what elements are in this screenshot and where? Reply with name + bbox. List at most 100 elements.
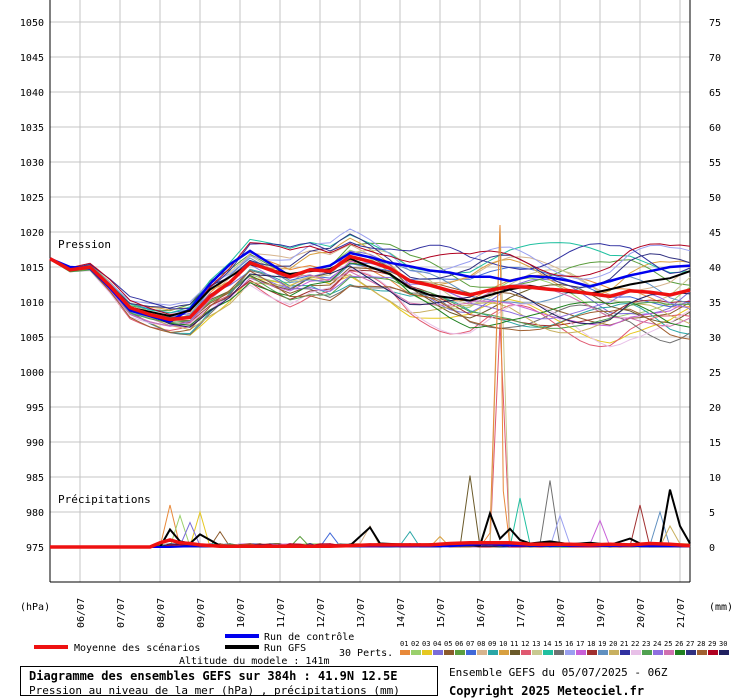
x-tick-label: 06/07: [76, 598, 87, 628]
chart-subtitle: Pression au niveau de la mer (hPa) , pré…: [29, 684, 400, 697]
pert-id-label: 15: [554, 640, 562, 648]
member-pressure-line: [49, 241, 691, 310]
pert-color-swatch: [609, 650, 619, 655]
left-tick-label: 1015: [20, 263, 44, 274]
member-precip-line: [50, 322, 691, 548]
pert-id-label: 21: [620, 640, 628, 648]
pert-color-swatch: [433, 650, 443, 655]
pert-id-label: 16: [565, 640, 573, 648]
x-tick-label: 14/07: [396, 598, 407, 628]
pert-id-label: 25: [664, 640, 672, 648]
date-axis: 06/07 07/07 08/07 09/07 10/07 11/07 12/07 13/07…: [76, 598, 687, 628]
main-series: [49, 249, 691, 549]
left-tick-label: 1035: [20, 123, 44, 134]
pert-id-label: 05: [444, 640, 452, 648]
right-tick-label: 30: [709, 333, 721, 344]
pert-id-label: 01: [400, 640, 408, 648]
left-tick-label: 1010: [20, 298, 44, 309]
pert-color-swatch: [598, 650, 608, 655]
pert-color-swatch: [686, 650, 696, 655]
member-pressure-line: [49, 258, 691, 348]
pert-id-label: 02: [411, 640, 419, 648]
pert-color-swatch: [455, 650, 465, 655]
pert-id-label: 30: [719, 640, 727, 648]
pert-color-swatch: [576, 650, 586, 655]
run-info: Ensemble GEFS du 05/07/2025 - 06Z: [449, 666, 668, 679]
pert-id-label: 19: [598, 640, 606, 648]
pert-id-label: 29: [708, 640, 716, 648]
left-tick-label: 990: [26, 438, 44, 449]
pert-id-label: 28: [697, 640, 705, 648]
pert-color-swatch: [444, 650, 454, 655]
member-precip-line: [50, 510, 691, 548]
model-altitude: Altitude du modele : 141m: [179, 656, 330, 667]
pert-id-label: 13: [532, 640, 540, 648]
x-tick-label: 09/07: [196, 598, 207, 628]
right-tick-label: 50: [709, 193, 721, 204]
pert-id-label: 07: [466, 640, 474, 648]
left-tick-label: 980: [26, 508, 44, 519]
right-tick-label: 65: [709, 88, 721, 99]
pert-id-label: 03: [422, 640, 430, 648]
pert-color-swatch: [532, 650, 542, 655]
pert-id-label: 26: [675, 640, 683, 648]
member-pressure-line: [49, 258, 691, 340]
right-tick-label: 45: [709, 228, 721, 239]
pert-color-swatch: [642, 650, 652, 655]
left-tick-label: 1030: [20, 158, 44, 169]
pert-id-label: 24: [653, 640, 661, 648]
mean-precip-line: [50, 538, 691, 549]
left-tick-label: 1020: [20, 228, 44, 239]
gfs-precip-line: [50, 489, 691, 548]
member-precip-line: [50, 510, 691, 548]
pert-color-swatch: [543, 650, 553, 655]
left-tick-label: 1000: [20, 368, 44, 379]
pert-color-swatch: [697, 650, 707, 655]
x-tick-label: 16/07: [476, 598, 487, 628]
legend-perts-label: 30 Perts.: [339, 648, 393, 659]
pert-id-label: 23: [642, 640, 650, 648]
x-tick-label: 08/07: [156, 598, 167, 628]
copyright: Copyright 2025 Meteociel.fr: [449, 684, 645, 698]
pert-color-swatch: [719, 650, 729, 655]
right-tick-label: 35: [709, 298, 721, 309]
pert-color-swatch: [587, 650, 597, 655]
mean-pressure-line: [49, 254, 691, 322]
pert-color-swatch: [565, 650, 575, 655]
legend-gfs-label: Run GFS: [264, 643, 306, 654]
pert-color-swatch: [400, 650, 410, 655]
x-tick-label: 11/07: [276, 598, 287, 628]
chart-title: Diagramme des ensembles GEFS sur 384h : …: [29, 669, 398, 683]
pert-legend: 01 02 03 04 05 06 07 08 09 10 11 12 13 14 15 16 17 18 19 20…: [400, 640, 729, 655]
pert-id-label: 18: [587, 640, 595, 648]
left-axis-unit: (hPa): [20, 602, 50, 613]
member-precip-line: [50, 480, 691, 548]
pert-id-label: 27: [686, 640, 694, 648]
pert-color-swatch: [653, 650, 663, 655]
pert-id-label: 10: [499, 640, 507, 648]
right-tick-label: 25: [709, 368, 721, 379]
right-tick-label: 15: [709, 438, 721, 449]
member-pressure-line: [49, 233, 691, 309]
pert-id-label: 20: [609, 640, 617, 648]
x-tick-label: 18/07: [556, 598, 567, 628]
member-pressure-line: [49, 242, 691, 316]
member-pressure-line: [49, 228, 691, 306]
pert-id-label: 17: [576, 640, 584, 648]
right-tick-label: 60: [709, 123, 721, 134]
chart-info-box: Diagramme des ensembles GEFS sur 384h : …: [20, 666, 438, 697]
right-tick-label: 70: [709, 53, 721, 64]
x-tick-label: 12/07: [316, 598, 327, 628]
left-tick-label: 1050: [20, 18, 44, 29]
x-tick-label: 20/07: [636, 598, 647, 628]
pressure-axis: 1050 1045 1040 1035 1030 1025 1020 1015 1010 1005…: [20, 18, 44, 554]
pert-color-swatch: [422, 650, 432, 655]
right-tick-label: 5: [709, 508, 715, 519]
right-tick-label: 10: [709, 473, 721, 484]
pert-color-swatch: [466, 650, 476, 655]
member-precip-spike: [479, 224, 511, 548]
right-tick-label: 75: [709, 18, 721, 29]
pert-color-swatch: [675, 650, 685, 655]
